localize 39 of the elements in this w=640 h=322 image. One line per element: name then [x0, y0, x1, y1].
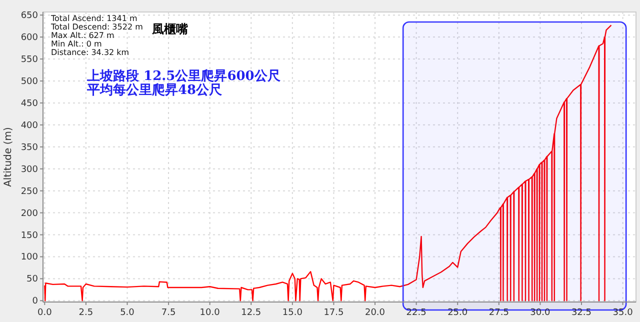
- annotation: Distance: 34.32 km: [51, 48, 130, 57]
- y-tick-label: 0: [32, 296, 38, 307]
- x-tick-label: 22.5: [406, 308, 426, 318]
- x-tick-label: 5.0: [120, 308, 135, 318]
- annotation: Total Descend: 3522 m: [50, 22, 144, 32]
- x-tick-label: 12.5: [241, 308, 262, 318]
- y-tick-label: 400: [20, 120, 38, 131]
- x-tick-label: 15.0: [282, 308, 303, 318]
- x-tick-label: 17.5: [324, 308, 344, 318]
- y-tick-label: 50: [26, 274, 38, 285]
- annotation: Min Alt.: 0 m: [51, 40, 102, 48]
- y-tick-label: 650: [20, 11, 38, 22]
- line-series: [44, 24, 612, 302]
- x-tick-label: 2.5: [78, 308, 94, 318]
- x-tick-label: 20.0: [364, 308, 386, 318]
- y-tick-label: 150: [20, 230, 38, 241]
- x-tick-label: 7.5: [161, 308, 176, 318]
- y-tick-label: 500: [20, 76, 38, 87]
- annotation: 風櫃嘴: [151, 22, 189, 36]
- y-tick-label: 450: [20, 98, 38, 109]
- x-tick-label: 35.0: [612, 308, 634, 318]
- x-tick-label: 32.5: [571, 308, 592, 318]
- x-tick-label: 0.0: [37, 308, 52, 318]
- y-axis-title: Altitude (m): [3, 127, 14, 187]
- y-tick-label: 100: [20, 252, 38, 263]
- annotation: Total Ascend: 1341 m: [50, 14, 138, 23]
- y-tick-label: 350: [20, 142, 38, 153]
- x-tick-label: 30.0: [530, 308, 550, 318]
- annotation: 上坡路段 12.5公里爬昇600公尺: [86, 68, 282, 84]
- annotation: 平均每公里爬昇48公尺: [86, 82, 224, 98]
- y-tick-label: 200: [20, 208, 38, 219]
- y-tick-label: 550: [20, 55, 38, 66]
- y-tick-label: 600: [20, 33, 38, 44]
- annotation: Max Alt.: 627 m: [51, 31, 115, 40]
- x-tick-label: 10.0: [200, 308, 220, 318]
- x-tick-label: 25.0: [448, 308, 468, 318]
- y-tick-label: 250: [20, 186, 38, 197]
- x-tick-label: 27.5: [488, 308, 509, 318]
- y-tick-label: 300: [20, 164, 38, 175]
